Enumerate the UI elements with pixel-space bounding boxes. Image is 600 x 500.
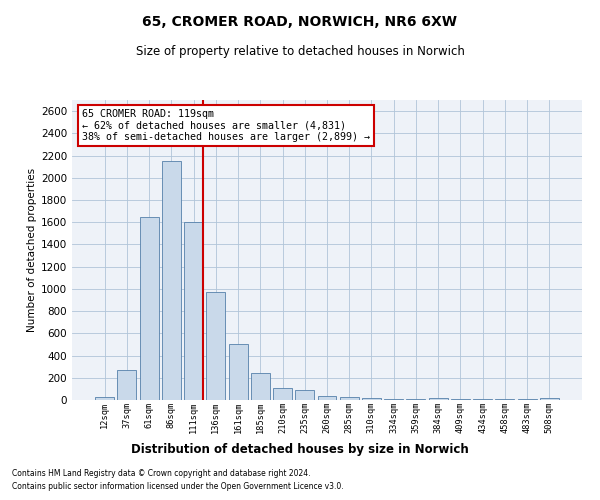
Bar bbox=[95, 397, 114, 400]
Bar bbox=[451, 399, 470, 400]
Bar bbox=[118, 370, 136, 400]
Bar bbox=[340, 396, 359, 400]
Bar bbox=[162, 161, 181, 400]
Y-axis label: Number of detached properties: Number of detached properties bbox=[27, 168, 37, 332]
Bar bbox=[273, 388, 292, 400]
Bar bbox=[184, 222, 203, 400]
Text: Contains HM Land Registry data © Crown copyright and database right 2024.: Contains HM Land Registry data © Crown c… bbox=[12, 468, 311, 477]
Bar bbox=[362, 398, 381, 400]
Bar bbox=[406, 399, 425, 400]
Text: Distribution of detached houses by size in Norwich: Distribution of detached houses by size … bbox=[131, 442, 469, 456]
Bar bbox=[496, 399, 514, 400]
Bar bbox=[540, 398, 559, 400]
Bar bbox=[429, 398, 448, 400]
Text: Contains public sector information licensed under the Open Government Licence v3: Contains public sector information licen… bbox=[12, 482, 344, 491]
Text: 65, CROMER ROAD, NORWICH, NR6 6XW: 65, CROMER ROAD, NORWICH, NR6 6XW bbox=[143, 15, 458, 29]
Bar bbox=[206, 292, 225, 400]
Text: Size of property relative to detached houses in Norwich: Size of property relative to detached ho… bbox=[136, 45, 464, 58]
Bar bbox=[317, 396, 337, 400]
Bar bbox=[384, 399, 403, 400]
Bar bbox=[140, 216, 158, 400]
Bar bbox=[229, 344, 248, 400]
Bar bbox=[251, 373, 270, 400]
Text: 65 CROMER ROAD: 119sqm
← 62% of detached houses are smaller (4,831)
38% of semi-: 65 CROMER ROAD: 119sqm ← 62% of detached… bbox=[82, 109, 370, 142]
Bar bbox=[295, 390, 314, 400]
